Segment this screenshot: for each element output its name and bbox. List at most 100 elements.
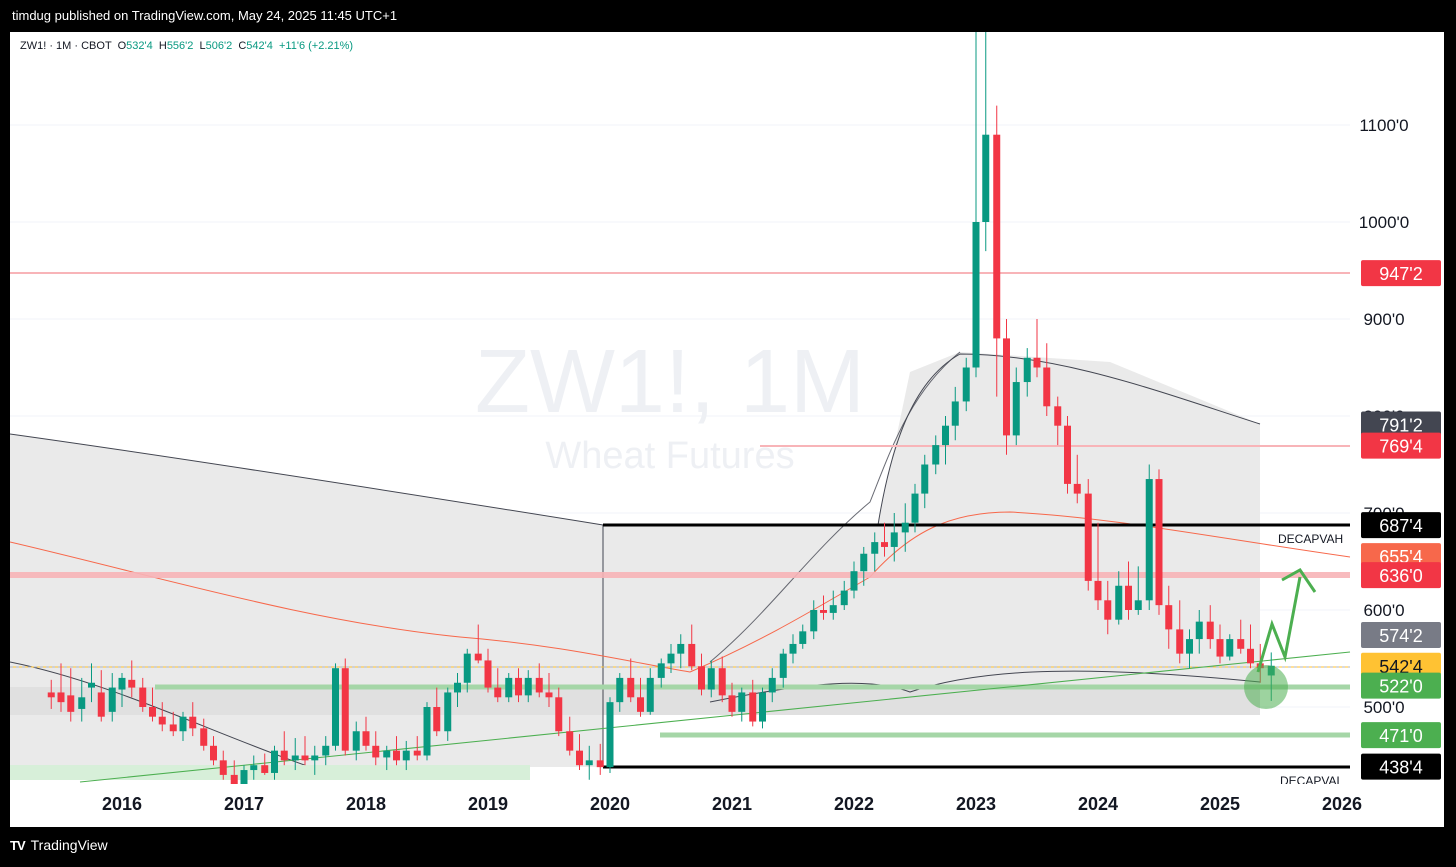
chart-area[interactable]: ZW1!, 1M Wheat Futures	[9, 28, 1444, 827]
price-label-text: 636'0	[1379, 566, 1422, 586]
candle-body	[179, 716, 187, 732]
recent-candles	[972, 28, 1275, 701]
candle-body	[250, 765, 258, 771]
candle-body	[352, 731, 360, 751]
price-label-text: 542'4	[1379, 657, 1422, 677]
candle-body	[799, 631, 807, 644]
candle-body	[759, 692, 766, 722]
candles-group	[47, 357, 970, 800]
x-tick-label: 2025	[1200, 794, 1240, 814]
candle-body	[311, 755, 319, 761]
vwap-upper-right	[877, 353, 1261, 526]
close-value: 542'4	[246, 40, 273, 52]
candle-body	[738, 692, 746, 712]
x-tick-label: 2017	[224, 794, 264, 814]
symbol-text: ZW1! · 1M · CBOT	[20, 40, 112, 52]
watermark-description: Wheat Futures	[545, 435, 794, 477]
candle-body	[768, 677, 776, 693]
candle-body	[1043, 367, 1051, 407]
candle-body	[657, 663, 665, 678]
price-label-text: 471'0	[1379, 726, 1422, 746]
candle-body	[585, 760, 593, 766]
candle-body	[1084, 493, 1092, 581]
candle-body	[881, 542, 888, 547]
y-tick-label: 900'0	[1363, 310, 1404, 329]
candle-body	[47, 692, 55, 698]
candle-body	[890, 532, 898, 547]
candle-body	[1176, 629, 1184, 654]
vwap-rising	[709, 351, 961, 663]
decapvah-label: DECAPVAH	[1278, 532, 1343, 546]
x-tick-label: 2022	[834, 794, 874, 814]
tradingview-brand[interactable]: TV TradingView	[10, 837, 108, 853]
open-value: 532'4	[126, 40, 153, 52]
chart-svg[interactable]: ZW1!, 1M Wheat Futures	[9, 28, 1444, 827]
candle-body	[982, 134, 990, 222]
candle-body	[566, 731, 574, 751]
candle-body	[383, 750, 391, 758]
symbol-legend: ZW1! · 1M · CBOT O532'4 H556'2 L506'2 C5…	[20, 40, 353, 52]
candle-body	[108, 687, 116, 712]
moving-average-line	[9, 511, 1351, 673]
candle-body	[128, 679, 136, 688]
price-labels: 947'2791'2769'4687'4655'4636'0574'2542'4…	[1361, 260, 1441, 780]
candle-body	[280, 750, 288, 761]
candle-body	[606, 702, 614, 768]
candle-body	[433, 707, 441, 732]
candle-body	[372, 745, 380, 758]
vwap-upper-left	[9, 433, 604, 526]
price-label-box	[1361, 562, 1441, 589]
candle-body	[454, 682, 461, 693]
candle-body	[707, 668, 715, 690]
candle-body	[271, 750, 278, 773]
candle-body	[1012, 382, 1020, 436]
candle-body	[301, 755, 309, 761]
candle-body	[413, 750, 421, 756]
candle-body	[1104, 600, 1112, 620]
candle-body	[322, 745, 330, 756]
x-tick-label: 2023	[956, 794, 996, 814]
value-area-left	[10, 434, 603, 767]
candle-body	[637, 697, 644, 712]
price-label-text: 947'2	[1379, 264, 1422, 284]
candle-body	[139, 687, 147, 707]
candle-body	[393, 750, 400, 761]
open-label: O	[117, 40, 127, 52]
candle-body	[728, 695, 736, 712]
price-label-box	[1361, 722, 1441, 749]
support-trendline[interactable]	[79, 651, 1351, 783]
candle-body	[545, 692, 553, 698]
candle-body	[962, 367, 970, 402]
low-value: 506'2	[205, 40, 233, 52]
candle-body	[332, 668, 339, 746]
y-tick-label: 600'0	[1363, 601, 1404, 620]
candle-body	[1165, 605, 1173, 630]
x-tick-label: 2024	[1078, 794, 1118, 814]
candle-body	[646, 677, 654, 712]
candle-body	[219, 760, 227, 775]
candle-body	[362, 731, 370, 746]
price-label-box	[1361, 260, 1441, 287]
candle-body	[1155, 479, 1163, 606]
x-tick-label: 2026	[1322, 794, 1362, 814]
price-label-box	[1361, 411, 1441, 438]
x-tick-label: 2019	[468, 794, 508, 814]
candle-body	[149, 707, 156, 717]
watermark-symbol: ZW1!, 1M	[475, 332, 865, 432]
candle-body	[1145, 479, 1153, 601]
x-axis: 2016 2017 2018 2019 2020 2021 2022 2023 2024 2025…	[102, 794, 1362, 814]
candle-body	[820, 610, 827, 613]
price-label-text: 791'2	[1379, 415, 1422, 435]
candle-body	[901, 522, 909, 533]
candle-body	[1054, 406, 1062, 426]
candle-body	[524, 677, 532, 696]
tradingview-brand-text: TradingView	[30, 837, 108, 853]
tradingview-logo-icon: TV	[10, 837, 26, 853]
high-value: 556'2	[166, 40, 194, 52]
candle-body	[1023, 357, 1031, 383]
publish-header: timdug published on TradingView.com, May…	[0, 0, 1456, 32]
candle-body	[840, 590, 848, 606]
change-value: +11'6 (+2.21%)	[279, 40, 354, 52]
x-tick-label: 2016	[102, 794, 142, 814]
lower-support-zone	[10, 765, 530, 780]
